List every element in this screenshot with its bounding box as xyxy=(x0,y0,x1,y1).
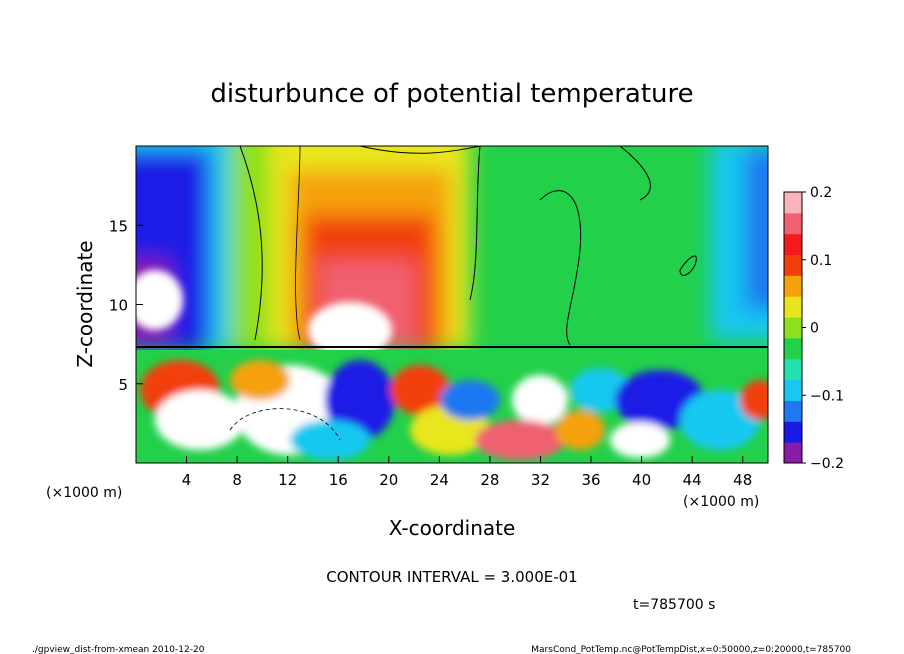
y-tick-label: 10 xyxy=(109,297,128,315)
colorbar-swatch xyxy=(784,337,802,360)
x-tick-label: 8 xyxy=(232,471,242,489)
y-tick-label: 15 xyxy=(109,217,128,235)
y-tick-label: 5 xyxy=(118,376,128,394)
colorbar-swatch xyxy=(784,254,802,276)
colorbar-swatch xyxy=(784,421,802,443)
y-axis-label: Z-coordinate xyxy=(73,240,97,367)
colorbar-tick-label: −0.2 xyxy=(810,456,844,472)
colorbar-swatch xyxy=(784,358,802,381)
x-tick-label: 12 xyxy=(278,471,297,489)
colorbar: 0.2 0.1 0 −0.1 −0.2 xyxy=(783,185,844,472)
colorbar-tick-label: −0.1 xyxy=(810,388,844,404)
x-tick-label: 40 xyxy=(632,471,651,489)
x-axis-label: X-coordinate xyxy=(389,516,516,540)
time-label: t=785700 s xyxy=(633,597,715,613)
colorbar-swatch xyxy=(784,192,802,214)
chart-title: disturbunce of potential temperature xyxy=(210,79,693,109)
x-unit-right: (×1000 m) xyxy=(683,494,759,510)
x-tick-label: 16 xyxy=(329,471,348,489)
x-tick-label: 44 xyxy=(683,471,702,489)
x-unit-left: (×1000 m) xyxy=(46,485,122,501)
colorbar-swatch xyxy=(784,400,802,422)
colorbar-tick-label: 0.1 xyxy=(810,253,832,269)
colorbar-swatch xyxy=(784,379,802,401)
colorbar-swatch xyxy=(784,233,802,256)
x-axis: 4 8 12 16 20 24 28 32 36 40 44 48 xyxy=(182,456,752,489)
y-axis: 5 10 15 xyxy=(109,217,143,394)
x-tick-label: 36 xyxy=(581,471,600,489)
colorbar-swatch xyxy=(784,442,802,464)
colorbar-tick-label: 0.2 xyxy=(810,185,832,201)
x-tick-label: 48 xyxy=(733,471,752,489)
colorbar-tick-label: 0 xyxy=(810,321,819,337)
colorbar-swatch xyxy=(784,212,802,235)
colorbar-swatch xyxy=(784,296,802,318)
x-tick-label: 20 xyxy=(379,471,398,489)
x-tick-label: 24 xyxy=(430,471,449,489)
contour-interval: CONTOUR INTERVAL = 3.000E-01 xyxy=(326,568,577,586)
x-tick-label: 28 xyxy=(480,471,499,489)
heatmap-field xyxy=(136,146,768,463)
footer-right: MarsCond_PotTemp.nc@PotTempDist,x=0:5000… xyxy=(531,645,851,654)
colorbar-swatch xyxy=(784,317,802,339)
x-tick-label: 32 xyxy=(531,471,550,489)
footer-left: ./gpview_dist-from-xmean 2010-12-20 xyxy=(32,645,205,654)
colorbar-swatch xyxy=(784,275,802,297)
x-tick-label: 4 xyxy=(182,471,192,489)
